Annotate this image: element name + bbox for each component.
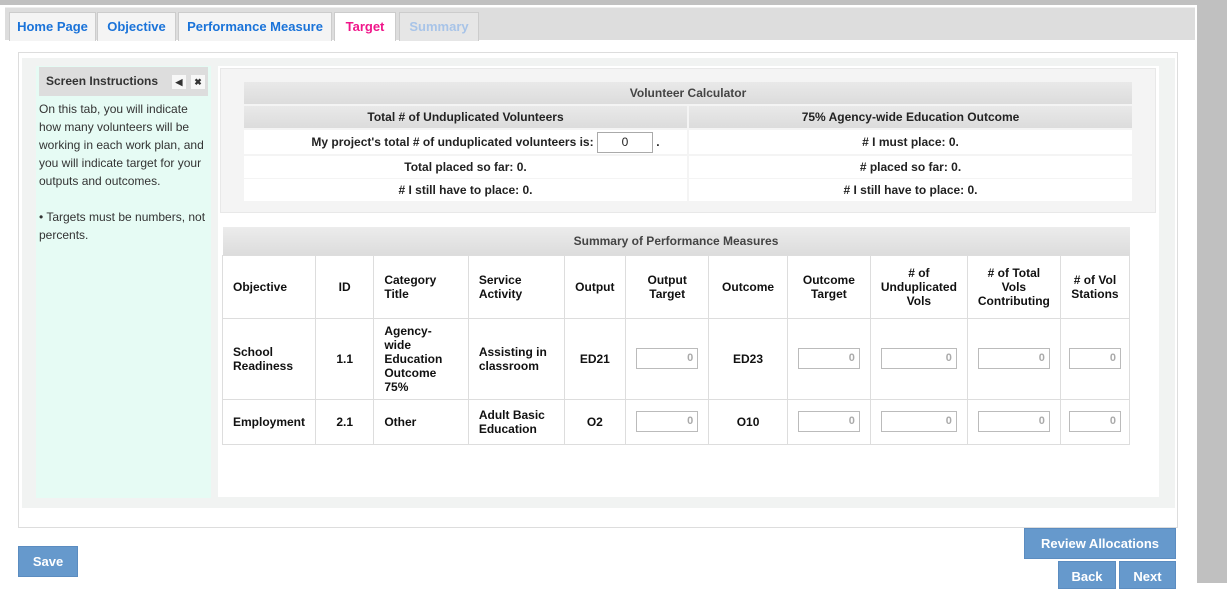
activity-cell: Assisting in classroom <box>467 317 565 400</box>
collapse-icon[interactable]: ◀ <box>171 74 187 90</box>
close-icon[interactable]: ✖ <box>190 74 206 90</box>
review-allocations-button[interactable]: Review Allocations <box>1024 528 1176 559</box>
placed-so-far: # placed so far: 0. <box>689 156 1132 178</box>
total-vols-input[interactable]: 0 <box>977 411 1050 432</box>
summary-table: Summary of Performance Measures Objectiv… <box>221 227 1131 445</box>
id-cell: 1.1 <box>315 317 375 400</box>
outcome-target-input[interactable]: 0 <box>797 411 860 432</box>
header-id: ID <box>315 254 375 319</box>
scrollbar[interactable] <box>1197 0 1227 583</box>
unduplicated-vols-input[interactable]: 0 <box>880 411 957 432</box>
volunteer-calculator: Volunteer Calculator Total # of Unduplic… <box>220 68 1156 213</box>
category-cell: Agency-wide Education Outcome 75% <box>373 317 469 400</box>
input-label: My project's total # of unduplicated vol… <box>311 135 594 149</box>
category-cell: Other <box>373 398 469 445</box>
header-outcome: Outcome <box>708 254 788 319</box>
header-outcome-target: Outcome Target <box>786 254 871 319</box>
must-place: # I must place: 0. <box>689 130 1132 154</box>
col2-header: 75% Agency-wide Education Outcome <box>689 106 1132 128</box>
summary-title: Summary of Performance Measures <box>222 227 1130 255</box>
instructions-header: Screen Instructions ◀ ✖ <box>39 67 208 96</box>
table-row: Employment 2.1 Other Adult Basic Educati… <box>221 398 1131 445</box>
vol-stations-input[interactable]: 0 <box>1068 348 1121 369</box>
outcome-target-input[interactable]: 0 <box>797 348 860 369</box>
instructions-panel: Screen Instructions ◀ ✖ On this tab, you… <box>36 66 211 498</box>
back-button[interactable]: Back <box>1058 561 1116 589</box>
header-total-vols: # of Total Vols Contributing <box>966 254 1061 319</box>
outcome-cell: ED23 <box>708 317 788 400</box>
table-row: School Readiness 1.1 Agency-wide Educati… <box>221 317 1131 400</box>
tab-bar: Home Page Objective Performance Measure … <box>5 7 1195 41</box>
tab-objective[interactable]: Objective <box>97 12 176 41</box>
output-target-input[interactable]: 0 <box>636 411 699 432</box>
unduplicated-volunteers-input[interactable]: 0 <box>596 132 653 154</box>
tab-home-page[interactable]: Home Page <box>9 12 96 41</box>
total-vols-input[interactable]: 0 <box>977 348 1050 369</box>
header-vol-stations: # of Vol Stations <box>1059 254 1131 319</box>
input-suffix: . <box>656 135 660 149</box>
activity-cell: Adult Basic Education <box>467 398 565 445</box>
output-cell: O2 <box>563 398 627 445</box>
outcome-cell: O10 <box>708 398 788 445</box>
header-objective: Objective <box>221 254 317 319</box>
still-to-place-2: # I still have to place: 0. <box>689 179 1132 201</box>
unduplicated-vols-input[interactable]: 0 <box>880 348 957 369</box>
top-border <box>0 0 1197 5</box>
table-header-row: Objective ID Category Title Service Acti… <box>221 254 1131 319</box>
total-placed: Total placed so far: 0. <box>244 156 687 178</box>
header-category: Category Title <box>373 254 469 319</box>
header-activity: Service Activity <box>467 254 565 319</box>
id-cell: 2.1 <box>315 398 375 445</box>
tab-summary: Summary <box>399 12 479 41</box>
objective-cell: School Readiness <box>221 317 317 400</box>
save-button[interactable]: Save <box>18 546 78 577</box>
instructions-bullet: • Targets must be numbers, not percents. <box>39 210 206 242</box>
calculator-title: Volunteer Calculator <box>244 82 1132 104</box>
instructions-text: On this tab, you will indicate how many … <box>39 102 204 188</box>
output-cell: ED21 <box>563 317 627 400</box>
vol-stations-input[interactable]: 0 <box>1068 411 1121 432</box>
volunteer-input-row: My project's total # of unduplicated vol… <box>244 130 687 154</box>
instructions-title: Screen Instructions <box>46 74 159 88</box>
objective-cell: Employment <box>221 398 317 445</box>
next-button[interactable]: Next <box>1119 561 1176 589</box>
header-output-target: Output Target <box>625 254 710 319</box>
col1-header: Total # of Unduplicated Volunteers <box>244 106 687 128</box>
tab-target[interactable]: Target <box>334 12 396 41</box>
still-to-place: # I still have to place: 0. <box>244 179 687 201</box>
output-target-input[interactable]: 0 <box>636 348 699 369</box>
tab-performance-measure[interactable]: Performance Measure <box>178 12 332 41</box>
header-output: Output <box>563 254 627 319</box>
header-unduplicated: # of Unduplicated Vols <box>869 254 968 319</box>
